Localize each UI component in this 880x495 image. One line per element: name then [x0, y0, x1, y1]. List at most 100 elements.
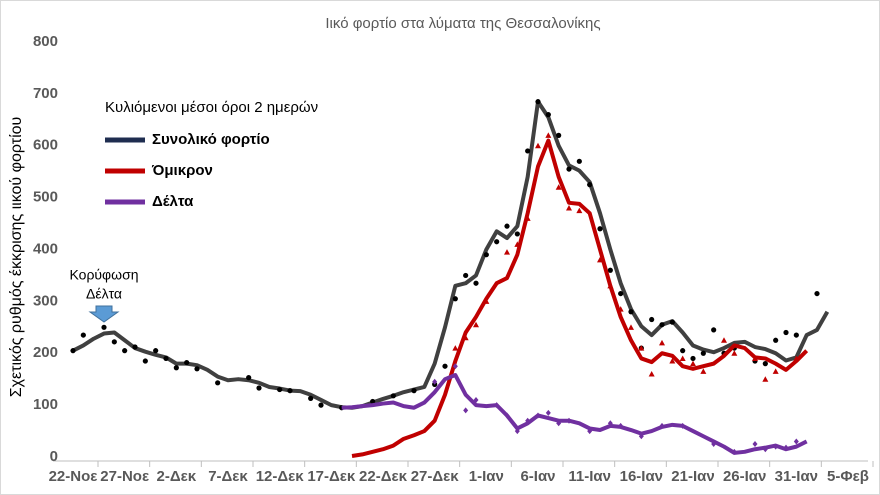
point	[607, 420, 613, 427]
point	[690, 360, 696, 367]
point	[793, 332, 799, 338]
point	[680, 422, 686, 429]
point	[576, 207, 583, 214]
point	[793, 355, 800, 361]
point	[752, 355, 758, 361]
x-tick-label: 27-Νοε	[100, 468, 149, 485]
point	[494, 239, 500, 245]
point	[514, 428, 520, 435]
point	[514, 231, 520, 237]
x-tick-label: 11-Ιαν	[568, 468, 611, 485]
point	[111, 339, 117, 345]
point	[184, 359, 190, 366]
x-tick-label: 21-Ιαν	[671, 468, 714, 485]
point	[555, 184, 562, 190]
point	[545, 132, 552, 138]
legend-label: Συνολικό φορτίο	[152, 131, 270, 148]
point	[700, 350, 706, 356]
x-tick-label: 1-Ιαν	[469, 468, 504, 485]
point	[587, 182, 593, 188]
point	[597, 256, 603, 263]
point	[638, 433, 644, 440]
point	[318, 402, 324, 408]
point	[659, 339, 665, 346]
point	[566, 205, 572, 211]
y-tick-label: 700	[33, 85, 58, 102]
point	[514, 241, 521, 247]
point	[153, 348, 159, 354]
point	[762, 376, 769, 382]
point	[122, 348, 128, 354]
x-tick-label: 22-Δεκ	[359, 468, 408, 485]
point	[473, 321, 479, 328]
legend-label: Όμικρον	[151, 162, 213, 179]
point	[607, 267, 613, 273]
point	[535, 142, 541, 149]
point	[308, 395, 314, 401]
point	[773, 337, 779, 343]
plot: 0 100 200 300 400 500 600 700 800 22-Νοε 27-Νοε 2-Δ…	[33, 33, 874, 485]
series-line	[351, 138, 809, 458]
point	[566, 166, 572, 172]
point	[773, 443, 779, 450]
point	[452, 345, 459, 351]
point	[504, 223, 510, 229]
point	[711, 327, 717, 333]
y-tick-label: 600	[33, 137, 58, 154]
point	[142, 358, 148, 364]
point	[783, 329, 789, 336]
annotation-arrow	[88, 305, 120, 323]
point	[731, 448, 737, 455]
point	[556, 132, 562, 138]
y-tick-label: 100	[33, 396, 58, 413]
y-tick-label: 300	[33, 292, 58, 309]
y-tick-label: 400	[33, 240, 58, 257]
x-tick-label: 16-Ιαν	[620, 468, 663, 485]
point	[814, 290, 820, 297]
point	[411, 388, 417, 394]
x-tick-label: 26-Ιαν	[723, 468, 766, 485]
y-tick-label: 0	[50, 448, 58, 465]
point	[721, 337, 727, 343]
legend-title: Κυλιόμενοι μέσοι όροι 2 ημερών	[105, 99, 318, 116]
point	[597, 226, 603, 232]
point	[669, 358, 676, 364]
point	[452, 296, 458, 302]
point	[246, 375, 252, 381]
point	[390, 393, 396, 399]
point	[680, 348, 686, 354]
x-tick-label: 31-Ιαν	[775, 468, 818, 485]
point	[101, 324, 107, 330]
point	[463, 407, 469, 414]
point	[793, 438, 799, 445]
annotation: Κορύφωση	[69, 267, 138, 283]
x-tick-label: 5-Φεβ	[827, 468, 869, 485]
point	[432, 378, 438, 385]
point	[711, 441, 717, 448]
point	[442, 363, 448, 369]
point	[545, 409, 551, 416]
point	[607, 282, 614, 289]
point	[566, 417, 572, 424]
point	[473, 280, 479, 286]
point	[576, 158, 582, 164]
point	[483, 252, 489, 258]
point	[545, 112, 551, 118]
point	[70, 348, 76, 354]
series-line	[72, 99, 830, 410]
point	[525, 148, 531, 154]
point	[659, 322, 665, 328]
point	[524, 215, 531, 221]
point	[452, 363, 458, 370]
point	[535, 412, 541, 419]
point	[628, 324, 634, 330]
x-tick-label: 17-Δεκ	[307, 468, 356, 485]
chart-title: Ιικό φορτίο στα λύματα της Θεσσαλονίκης	[325, 15, 600, 32]
point	[194, 366, 200, 372]
point	[783, 444, 789, 451]
point	[163, 355, 169, 362]
y-tick-label: 200	[33, 344, 58, 361]
x-tick-label: 7-Δεκ	[208, 468, 248, 485]
point	[462, 334, 469, 341]
